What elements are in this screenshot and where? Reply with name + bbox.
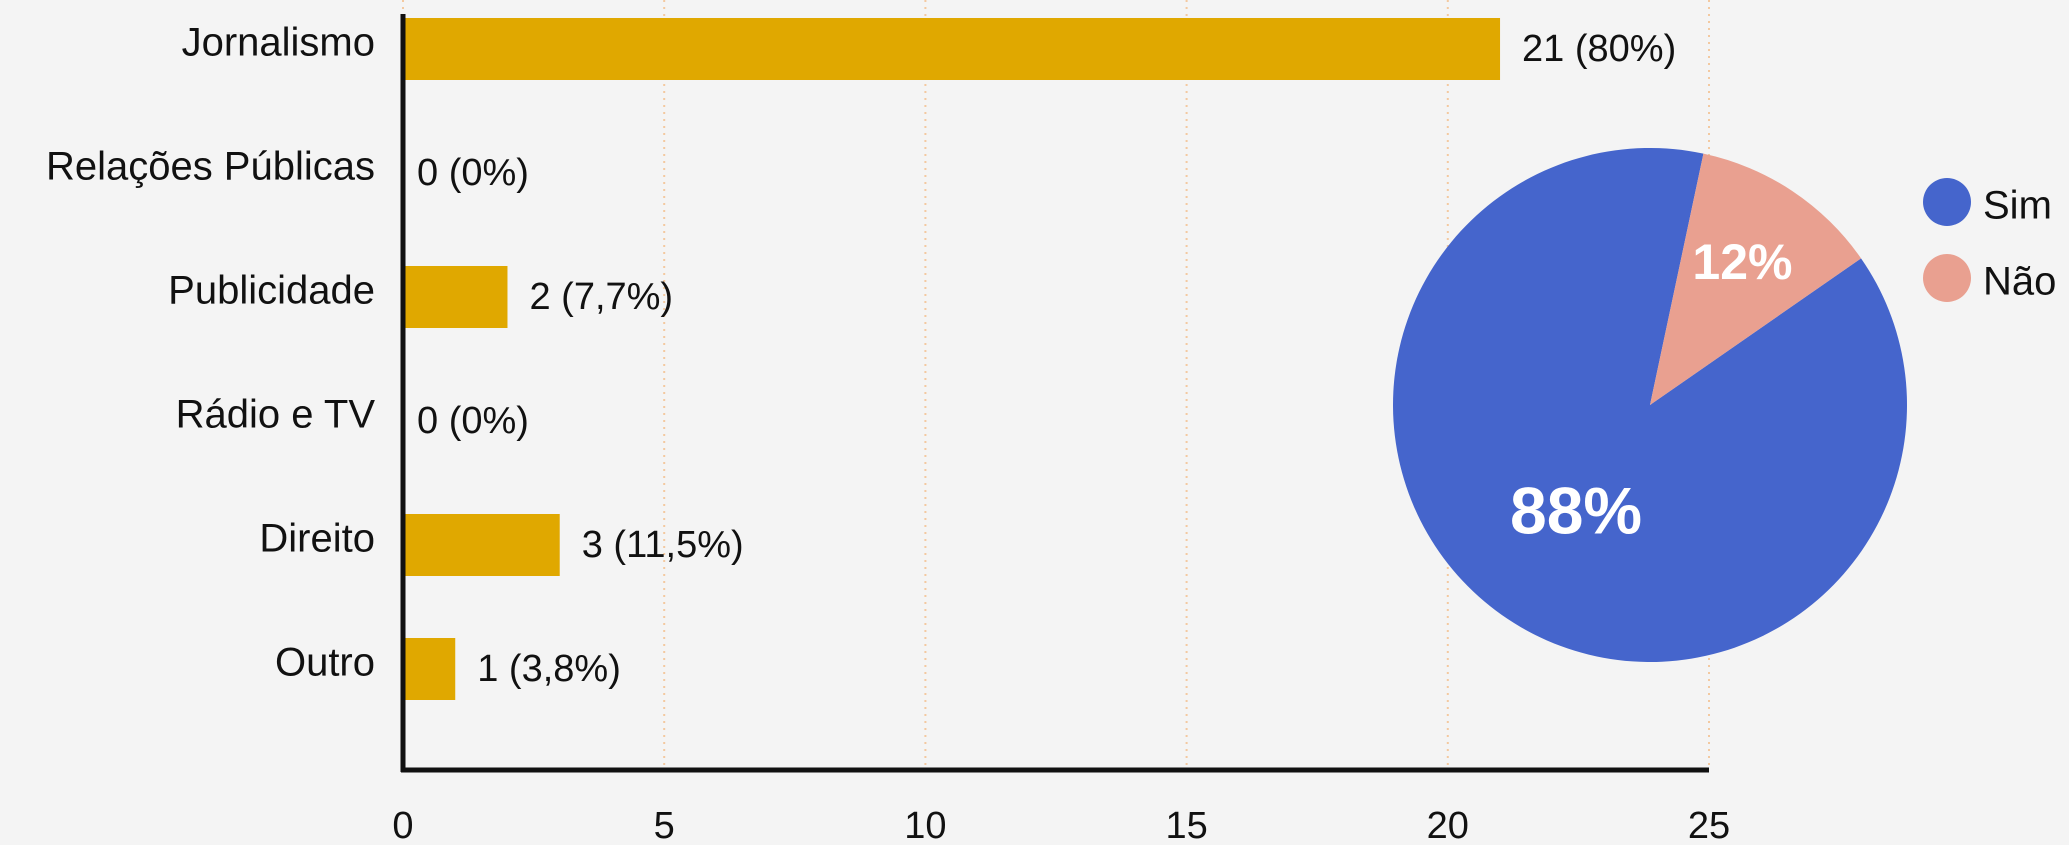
legend-marker [1923, 254, 1971, 302]
data-label: 1 (3,8%) [477, 648, 621, 690]
legend-label: Não [1983, 260, 2056, 304]
legend-marker [1923, 178, 1971, 226]
data-label: 0 (0%) [417, 400, 529, 442]
y-tick-label: Jornalismo [182, 21, 375, 65]
x-tick-label: 20 [1427, 805, 1469, 845]
y-tick-label: Relações Públicas [46, 145, 375, 189]
pie-slice [1650, 153, 1862, 405]
y-tick-label: Publicidade [168, 269, 375, 313]
data-label: 3 (11,5%) [582, 524, 744, 566]
y-tick-label: Rádio e TV [176, 393, 376, 437]
y-tick-label: Outro [275, 641, 375, 685]
bar [403, 638, 456, 700]
slice-label: 12% [1692, 234, 1792, 290]
x-tick-label: 5 [654, 805, 675, 845]
x-tick-label: 25 [1688, 805, 1730, 845]
x-tick-label: 10 [904, 805, 946, 845]
bar [403, 18, 1501, 80]
data-label: 2 (7,7%) [529, 276, 673, 318]
data-label: 21 (80%) [1522, 28, 1676, 70]
legend-label: Sim [1983, 184, 2052, 228]
bar [403, 514, 560, 576]
data-label: 0 (0%) [417, 152, 529, 194]
x-tick-label: 0 [392, 805, 413, 845]
slice-label: 88% [1510, 474, 1642, 548]
x-tick-label: 15 [1165, 805, 1207, 845]
y-tick-label: Direito [259, 517, 375, 561]
bar [403, 266, 508, 328]
